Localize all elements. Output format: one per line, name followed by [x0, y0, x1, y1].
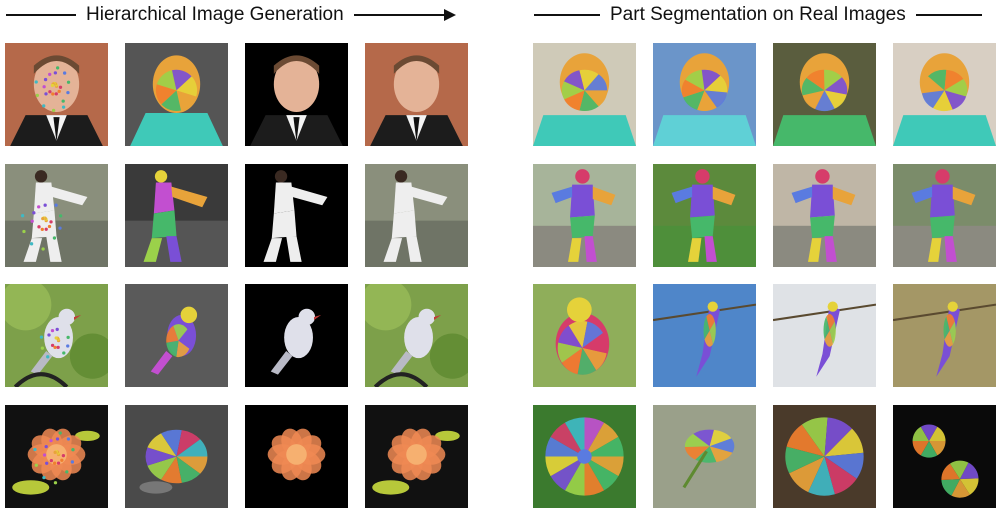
header-right-line-right	[915, 14, 982, 16]
face-real-segmentation-4-image	[893, 43, 996, 146]
face-real-segmentation-1-image	[533, 43, 636, 146]
bird-keypoints-image	[5, 284, 108, 387]
person-generated-full-image	[365, 164, 468, 267]
face-segmentation-image	[125, 43, 228, 146]
face-real-segmentation-3-image	[773, 43, 876, 146]
header-hierarchical-generation: Hierarchical Image Generation	[6, 0, 466, 30]
header-right-line-left	[534, 14, 600, 16]
bird-real-segmentation-2-image	[653, 284, 756, 387]
bird-real-segmentation-3-image	[773, 284, 876, 387]
flower-real-segmentation-3-image	[773, 405, 876, 508]
flower-segmentation-image	[125, 405, 228, 508]
person-segmentation-image	[125, 164, 228, 267]
person-real-segmentation-1-image	[533, 164, 636, 267]
face-generated-full-image	[365, 43, 468, 146]
bird-segmentation-image	[125, 284, 228, 387]
face-generated-black-bg-image	[245, 43, 348, 146]
person-keypoints-image	[5, 164, 108, 267]
face-real-segmentation-2-image	[653, 43, 756, 146]
flower-real-segmentation-2-image	[653, 405, 756, 508]
header-arrow-shaft	[353, 14, 444, 16]
flower-generated-full-image	[365, 405, 468, 508]
header-part-segmentation: Part Segmentation on Real Images	[534, 0, 992, 30]
header-right-title: Part Segmentation on Real Images	[610, 4, 906, 25]
person-real-segmentation-4-image	[893, 164, 996, 267]
person-real-segmentation-3-image	[773, 164, 876, 267]
person-real-segmentation-2-image	[653, 164, 756, 267]
flower-real-segmentation-4-image	[893, 405, 996, 508]
face-keypoints-image	[5, 43, 108, 146]
bird-generated-full-image	[365, 284, 468, 387]
flower-real-segmentation-1-image	[533, 405, 636, 508]
bird-real-segmentation-1-image	[533, 284, 636, 387]
flower-generated-black-bg-image	[245, 405, 348, 508]
arrow-right-icon	[443, 9, 456, 21]
header-left-title: Hierarchical Image Generation	[86, 4, 344, 25]
flower-keypoints-image	[5, 405, 108, 508]
header-left-line	[6, 14, 76, 16]
bird-real-segmentation-4-image	[893, 284, 996, 387]
bird-generated-black-bg-image	[245, 284, 348, 387]
person-generated-black-bg-image	[245, 164, 348, 267]
